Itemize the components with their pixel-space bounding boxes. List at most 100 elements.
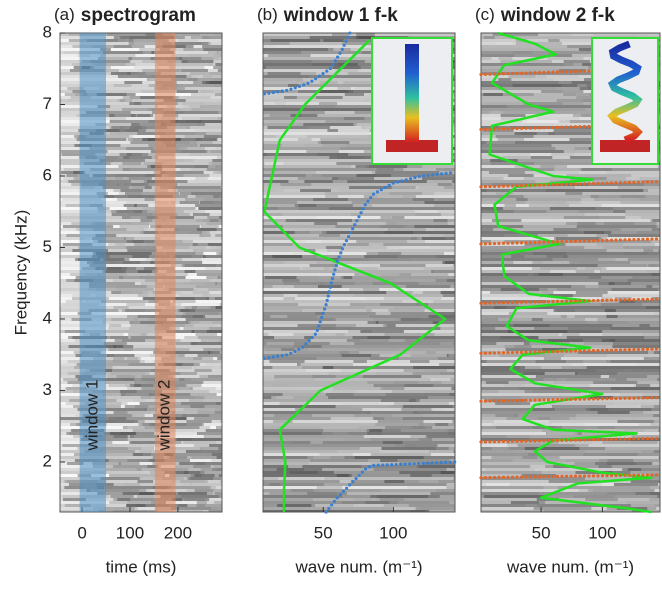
texture-patch xyxy=(502,156,532,159)
texture-patch xyxy=(89,147,154,150)
texture-row xyxy=(263,282,455,285)
texture-patch xyxy=(102,321,141,324)
texture-patch xyxy=(601,339,616,342)
texture-patch xyxy=(197,354,222,357)
texture-patch xyxy=(85,135,134,138)
texture-patch xyxy=(189,153,222,156)
texture-patch xyxy=(566,201,621,204)
panel-label: (b) xyxy=(257,5,278,24)
texture-patch xyxy=(556,309,576,312)
texture-patch xyxy=(178,237,192,240)
texture-patch xyxy=(144,309,162,312)
texture-patch xyxy=(530,153,552,156)
inset-rod xyxy=(405,44,419,142)
texture-row xyxy=(481,213,660,216)
texture-patch xyxy=(645,270,660,273)
texture-patch xyxy=(196,219,211,222)
texture-patch xyxy=(309,462,371,465)
texture-patch xyxy=(314,504,384,507)
texture-patch xyxy=(157,96,211,99)
texture-patch xyxy=(191,456,221,459)
texture-patch xyxy=(294,204,353,207)
texture-patch xyxy=(633,279,660,282)
texture-patch xyxy=(439,342,453,345)
texture-patch xyxy=(282,393,326,396)
texture-row xyxy=(263,258,455,261)
texture-patch xyxy=(649,477,660,480)
texture-patch xyxy=(514,450,553,453)
texture-row xyxy=(263,465,455,468)
texture-patch xyxy=(425,369,455,372)
texture-patch xyxy=(481,444,518,447)
texture-patch xyxy=(645,195,660,198)
texture-patch xyxy=(523,102,583,105)
texture-patch xyxy=(384,231,414,234)
texture-patch xyxy=(615,300,636,303)
texture-patch xyxy=(62,243,93,246)
texture-row xyxy=(60,306,222,309)
texture-patch xyxy=(290,114,318,117)
texture-patch xyxy=(557,378,617,381)
texture-patch xyxy=(615,258,660,261)
texture-patch xyxy=(351,474,411,477)
texture-patch xyxy=(172,312,222,315)
texture-row xyxy=(481,381,660,384)
texture-patch xyxy=(559,120,601,123)
texture-patch xyxy=(310,339,347,342)
texture-patch xyxy=(529,408,555,411)
texture-patch xyxy=(380,264,426,267)
texture-patch xyxy=(274,375,336,378)
texture-patch xyxy=(420,507,433,510)
texture-patch xyxy=(577,228,635,231)
texture-patch xyxy=(446,486,455,489)
texture-patch xyxy=(272,285,294,288)
texture-patch xyxy=(528,453,539,456)
texture-patch xyxy=(83,372,146,375)
texture-patch xyxy=(394,402,449,405)
texture-patch xyxy=(437,444,455,447)
texture-row xyxy=(481,441,660,444)
texture-patch xyxy=(192,213,210,216)
texture-patch xyxy=(565,192,583,195)
texture-patch xyxy=(185,450,222,453)
title: window 1 f-k xyxy=(283,5,398,26)
texture-patch xyxy=(110,495,134,498)
texture-patch xyxy=(78,246,147,249)
texture-patch xyxy=(61,171,84,174)
texture-patch xyxy=(568,327,634,330)
texture-patch xyxy=(311,60,336,63)
texture-patch xyxy=(582,300,620,303)
texture-patch xyxy=(443,234,455,237)
texture-patch xyxy=(538,336,567,339)
texture-row xyxy=(263,60,455,63)
texture-patch xyxy=(632,213,660,216)
texture-patch xyxy=(615,252,660,255)
texture-patch xyxy=(372,204,435,207)
texture-row xyxy=(263,276,455,279)
texture-patch xyxy=(548,294,603,297)
texture-patch xyxy=(169,66,205,69)
texture-row xyxy=(481,282,660,285)
texture-patch xyxy=(93,471,144,474)
texture-patch xyxy=(89,489,150,492)
texture-patch xyxy=(544,372,576,375)
texture-patch xyxy=(578,351,649,354)
texture-patch xyxy=(269,492,337,495)
texture-patch xyxy=(176,510,203,512)
texture-patch xyxy=(203,348,222,351)
texture-patch xyxy=(585,498,618,501)
texture-patch xyxy=(153,414,210,417)
texture-patch xyxy=(336,474,349,477)
texture-patch xyxy=(288,180,305,183)
texture-row xyxy=(263,441,455,444)
texture-patch xyxy=(175,438,222,441)
texture-patch xyxy=(131,153,145,156)
texture-patch xyxy=(421,462,455,465)
texture-patch xyxy=(411,426,426,429)
texture-patch xyxy=(313,198,348,201)
texture-patch xyxy=(536,381,554,384)
texture-patch xyxy=(173,189,222,192)
texture-patch xyxy=(410,360,430,363)
texture-patch xyxy=(294,231,323,234)
texture-row xyxy=(481,330,660,333)
